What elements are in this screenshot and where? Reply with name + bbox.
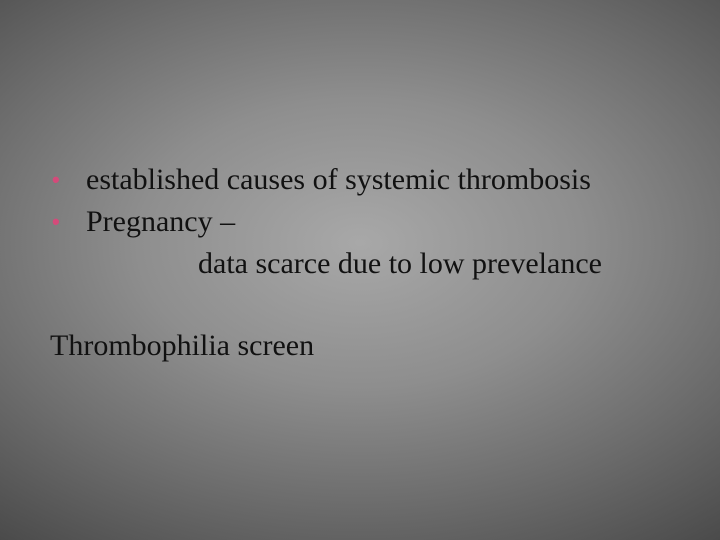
standalone-line: Thrombophilia screen xyxy=(50,326,690,366)
bullet-marker-icon: • xyxy=(50,160,86,200)
slide-body: • established causes of systemic thrombo… xyxy=(50,160,690,366)
bullet-item: • established causes of systemic thrombo… xyxy=(50,160,690,200)
bullet-subtext: data scarce due to low prevelance xyxy=(198,244,628,284)
bullet-marker-icon: • xyxy=(50,202,86,242)
bullet-text: Pregnancy – xyxy=(86,202,235,242)
bullet-item: • Pregnancy – xyxy=(50,202,690,242)
bullet-text: established causes of systemic thrombosi… xyxy=(86,160,591,200)
slide: • established causes of systemic thrombo… xyxy=(0,0,720,540)
